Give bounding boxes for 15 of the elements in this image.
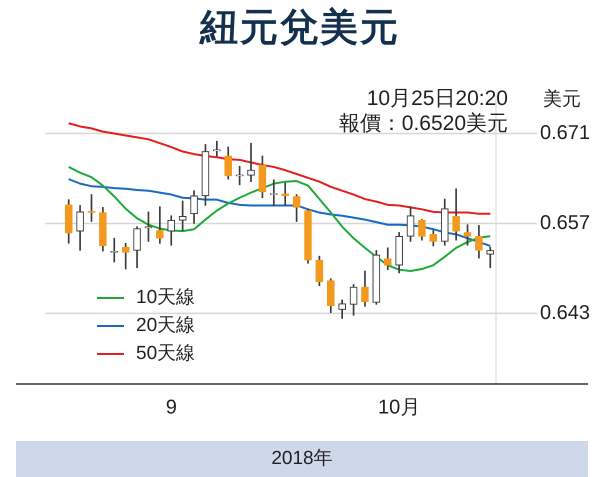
annotation: 報價：0.6520美元 xyxy=(338,111,508,136)
candlestick xyxy=(464,224,472,246)
x-tick-label: 10月 xyxy=(378,396,420,419)
candlestick xyxy=(247,142,255,182)
chart-title: 紐元兌美元 xyxy=(198,6,401,51)
y-tick-label: 0.657 xyxy=(540,212,590,234)
y-axis-title: 美元 xyxy=(543,88,581,112)
annotation: 10月25日20:20 xyxy=(366,86,508,111)
legend-label: 10天線 xyxy=(136,286,196,310)
y-tick-label: 0.671 xyxy=(540,122,590,144)
y-tick-label: 0.643 xyxy=(540,302,590,324)
x-axis-title: 2018年 xyxy=(16,441,588,477)
x-tick-label: 9 xyxy=(166,396,177,419)
legend-label: 50天線 xyxy=(136,342,196,366)
legend-label: 20天線 xyxy=(136,314,196,338)
